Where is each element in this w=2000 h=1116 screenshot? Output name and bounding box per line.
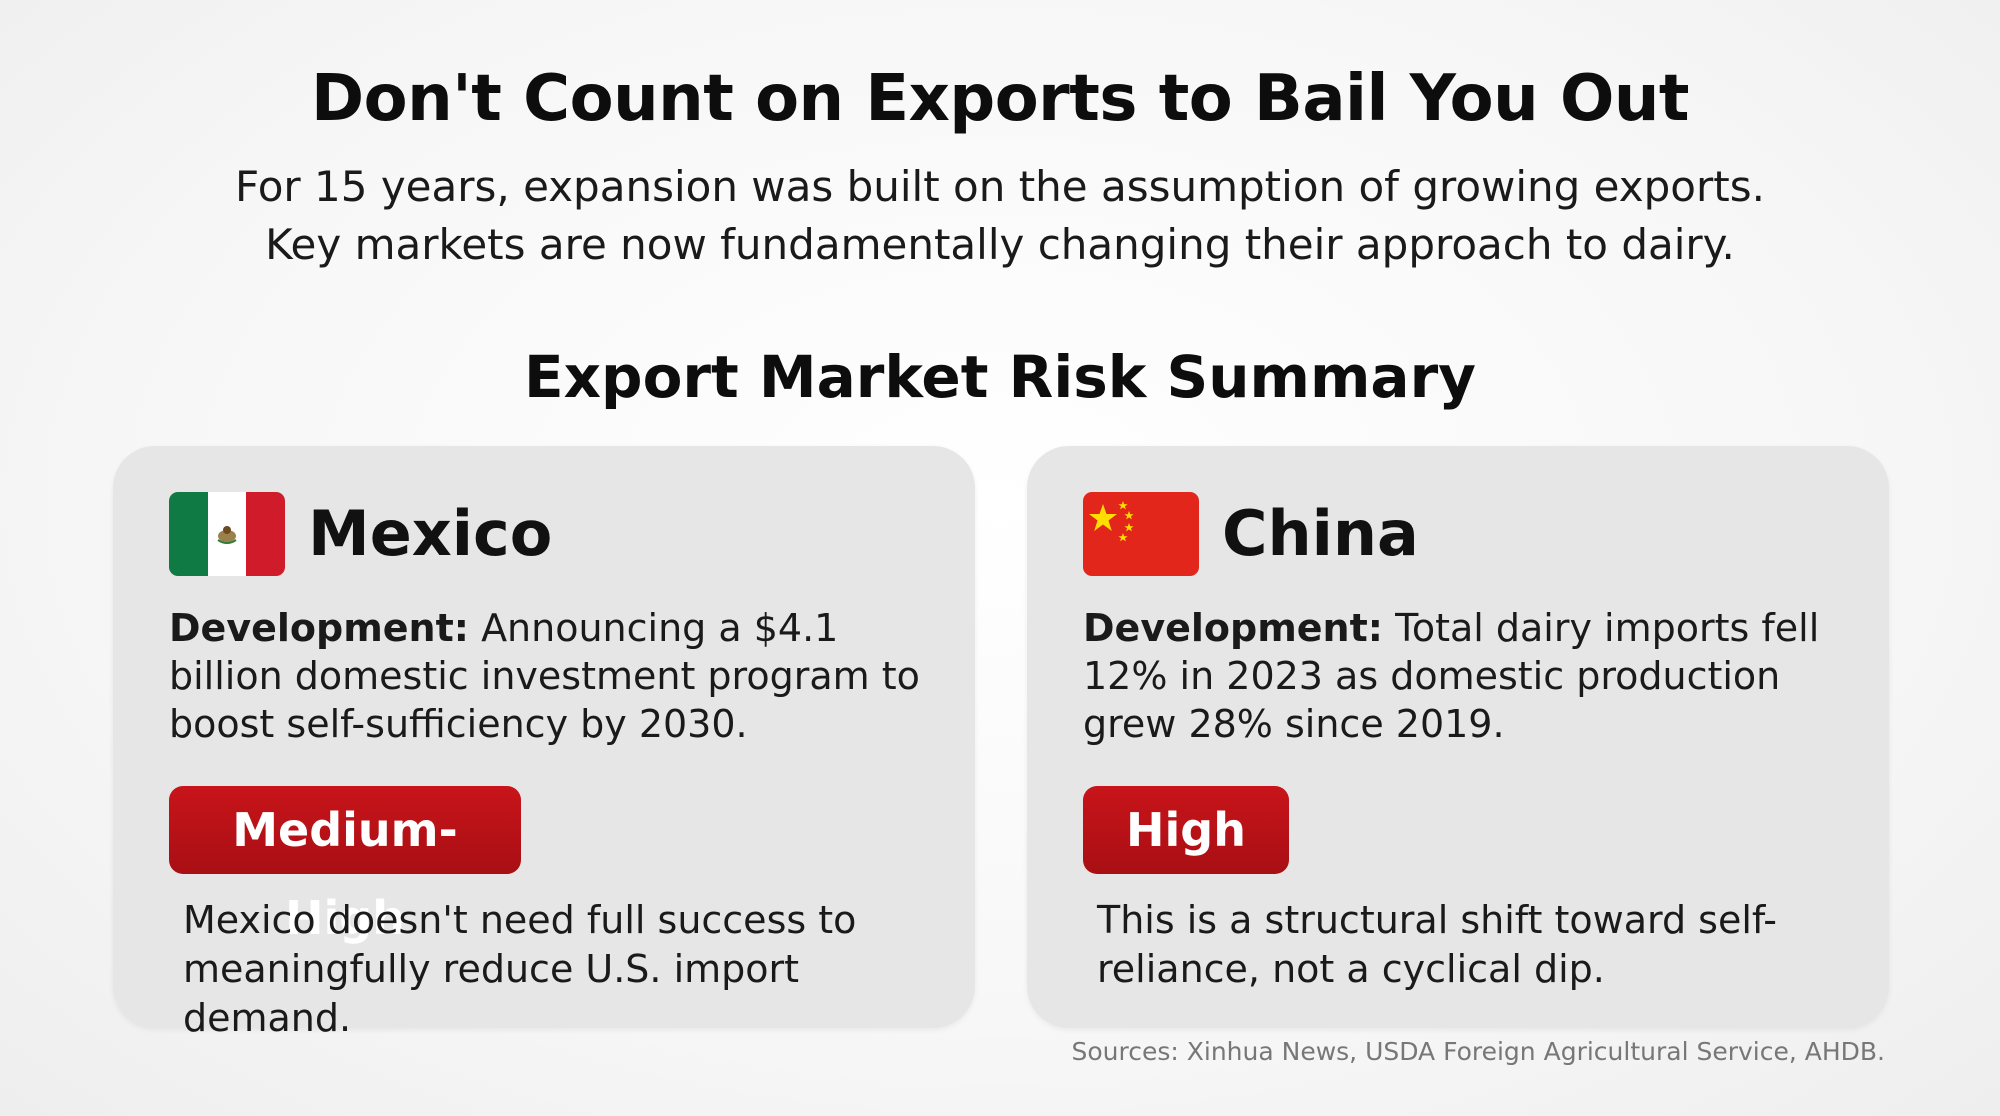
development-text: Development: Announcing a $4.1 billion d… [169, 604, 949, 748]
sources-footnote: Sources: Xinhua News, USDA Foreign Agric… [1071, 1037, 1885, 1066]
card-mexico: Mexico Development: Announcing a $4.1 bi… [113, 446, 975, 1040]
china-stars-icon [1089, 501, 1134, 542]
page-subtitle: For 15 years, expansion was built on the… [0, 158, 2000, 274]
subtitle-line-2: Key markets are now fundamentally changi… [265, 220, 1735, 269]
china-flag-icon [1083, 492, 1199, 576]
section-title: Export Market Risk Summary [524, 343, 1476, 411]
risk-badge: Medium-High [169, 786, 521, 945]
page-title: Don't Count on Exports to Bail You Out [311, 62, 1690, 136]
country-name: China [1222, 497, 1419, 570]
mexico-emblem-icon [217, 526, 237, 544]
development-body: Announcing a $4.1 billion domestic inves… [169, 606, 920, 746]
mexico-flag-icon [169, 492, 285, 576]
development-text: Development: Total dairy imports fell 12… [1083, 604, 1863, 748]
development-body: Total dairy imports fell 12% in 2023 as … [1083, 606, 1820, 746]
risk-badge: High [1083, 786, 1289, 874]
card-note: Mexico doesn't need full success to mean… [183, 898, 857, 1040]
subtitle-line-1: For 15 years, expansion was built on the… [235, 162, 1765, 211]
country-name: Mexico [308, 497, 553, 570]
card-china: China Development: Total dairy imports f… [1027, 446, 1889, 1028]
development-label: Development: [169, 606, 469, 650]
development-label: Development: [1083, 606, 1383, 650]
card-note: This is a structural shift toward self-r… [1097, 898, 1777, 991]
